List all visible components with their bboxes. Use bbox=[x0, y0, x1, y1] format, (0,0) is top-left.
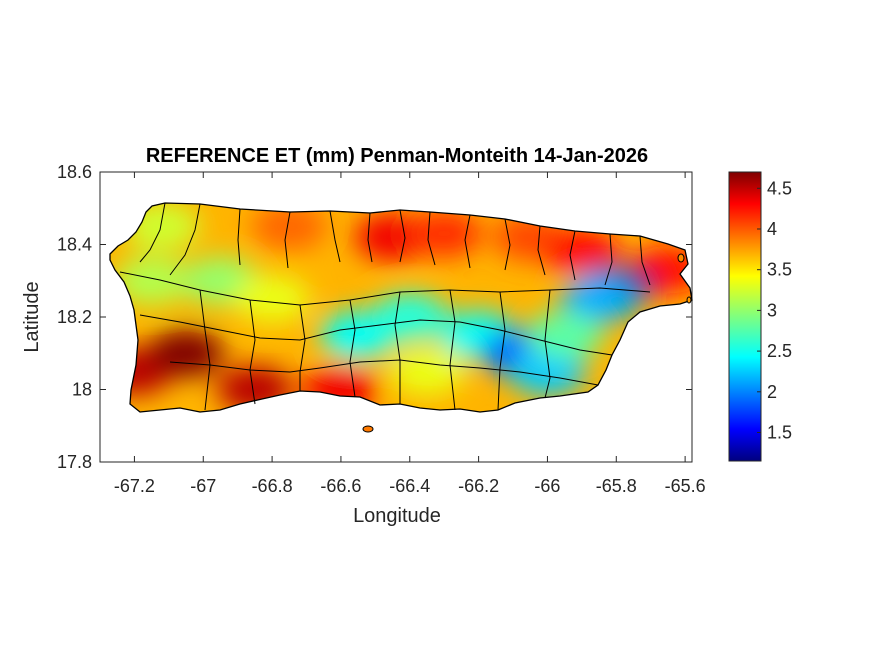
municipality-boundary bbox=[399, 209, 406, 263]
colorbar-tick-label: 4.5 bbox=[767, 178, 792, 198]
colorbar bbox=[728, 171, 762, 462]
y-axis-ticks: 17.8 18 18.2 18.4 18.6 bbox=[57, 162, 692, 472]
municipality-boundary bbox=[537, 225, 546, 276]
municipality-boundary bbox=[497, 291, 506, 411]
islet bbox=[686, 296, 692, 304]
field-sample bbox=[509, 347, 586, 396]
municipality-boundary bbox=[139, 202, 166, 263]
x-tick-label: -65.8 bbox=[596, 476, 637, 496]
municipality-boundary bbox=[427, 211, 436, 266]
municipality-boundary bbox=[139, 314, 613, 356]
municipality-boundary bbox=[394, 291, 401, 404]
colorbar-tick-label: 2.5 bbox=[767, 341, 792, 361]
municipality-boundary bbox=[249, 299, 256, 405]
x-tick-label: -66 bbox=[534, 476, 560, 496]
municipality-boundary bbox=[544, 289, 551, 399]
x-axis-ticks: -67.2 -67 -66.8 -66.6 -66.4 -66.2 -66 -65.8 -65.… bbox=[114, 172, 706, 496]
field-sample bbox=[406, 209, 483, 258]
municipality-boundary bbox=[119, 271, 651, 306]
field-sample bbox=[251, 203, 328, 251]
y-tick-label: 18 bbox=[72, 380, 92, 400]
island-outline bbox=[109, 202, 693, 413]
y-tick-label: 18.6 bbox=[57, 162, 92, 182]
islet bbox=[362, 425, 374, 433]
y-tick-label: 17.8 bbox=[57, 452, 92, 472]
municipality-boundary bbox=[169, 359, 599, 386]
municipality-boundary bbox=[299, 304, 306, 391]
field-sample bbox=[543, 227, 620, 276]
x-tick-label: -67.2 bbox=[114, 476, 155, 496]
x-tick-label: -66.2 bbox=[458, 476, 499, 496]
municipality-boundary bbox=[199, 289, 211, 411]
field-sample bbox=[234, 274, 311, 323]
municipality-boundary bbox=[449, 289, 456, 411]
colorbar-tick-label: 1.5 bbox=[767, 423, 792, 443]
municipality-boundary bbox=[604, 233, 613, 286]
x-tick-label: -67 bbox=[190, 476, 216, 496]
municipality-boundary bbox=[329, 210, 341, 263]
colorbar-tick-label: 2 bbox=[767, 382, 777, 402]
municipality-boundary bbox=[504, 218, 511, 271]
x-tick-label: -65.6 bbox=[665, 476, 706, 496]
municipality-boundary bbox=[237, 208, 241, 266]
islet bbox=[677, 253, 685, 263]
colorbar-tick-label: 3.5 bbox=[767, 260, 792, 280]
municipality-boundaries bbox=[119, 202, 651, 411]
x-tick-label: -66.8 bbox=[252, 476, 293, 496]
y-axis-label: Latitude bbox=[21, 281, 43, 352]
x-axis-label: Longitude bbox=[353, 505, 441, 527]
municipality-boundary bbox=[569, 230, 576, 281]
municipality-boundary bbox=[169, 203, 201, 276]
colorbar-ticks: 1.5 2 2.5 3 3.5 4 4.5 bbox=[757, 178, 792, 443]
field-sample bbox=[388, 347, 465, 396]
field-sample bbox=[561, 274, 638, 323]
field-sample bbox=[371, 293, 448, 341]
x-tick-label: -66.4 bbox=[389, 476, 430, 496]
y-tick-label: 18.2 bbox=[57, 307, 92, 327]
y-tick-label: 18.4 bbox=[57, 235, 92, 255]
field-sample bbox=[113, 256, 190, 305]
colorbar-tick-label: 4 bbox=[767, 219, 777, 239]
municipality-boundary bbox=[639, 235, 651, 286]
municipality-boundary bbox=[464, 214, 471, 269]
municipality-boundary bbox=[284, 211, 291, 269]
chart-title: REFERENCE ET (mm) Penman-Monteith 14-Jan… bbox=[146, 145, 648, 167]
x-tick-label: -66.6 bbox=[320, 476, 361, 496]
municipality-boundary bbox=[349, 299, 356, 398]
municipality-boundary bbox=[367, 212, 373, 263]
heat-field bbox=[110, 203, 692, 412]
field-sample bbox=[148, 329, 225, 378]
colorbar-tick-label: 3 bbox=[767, 300, 777, 320]
